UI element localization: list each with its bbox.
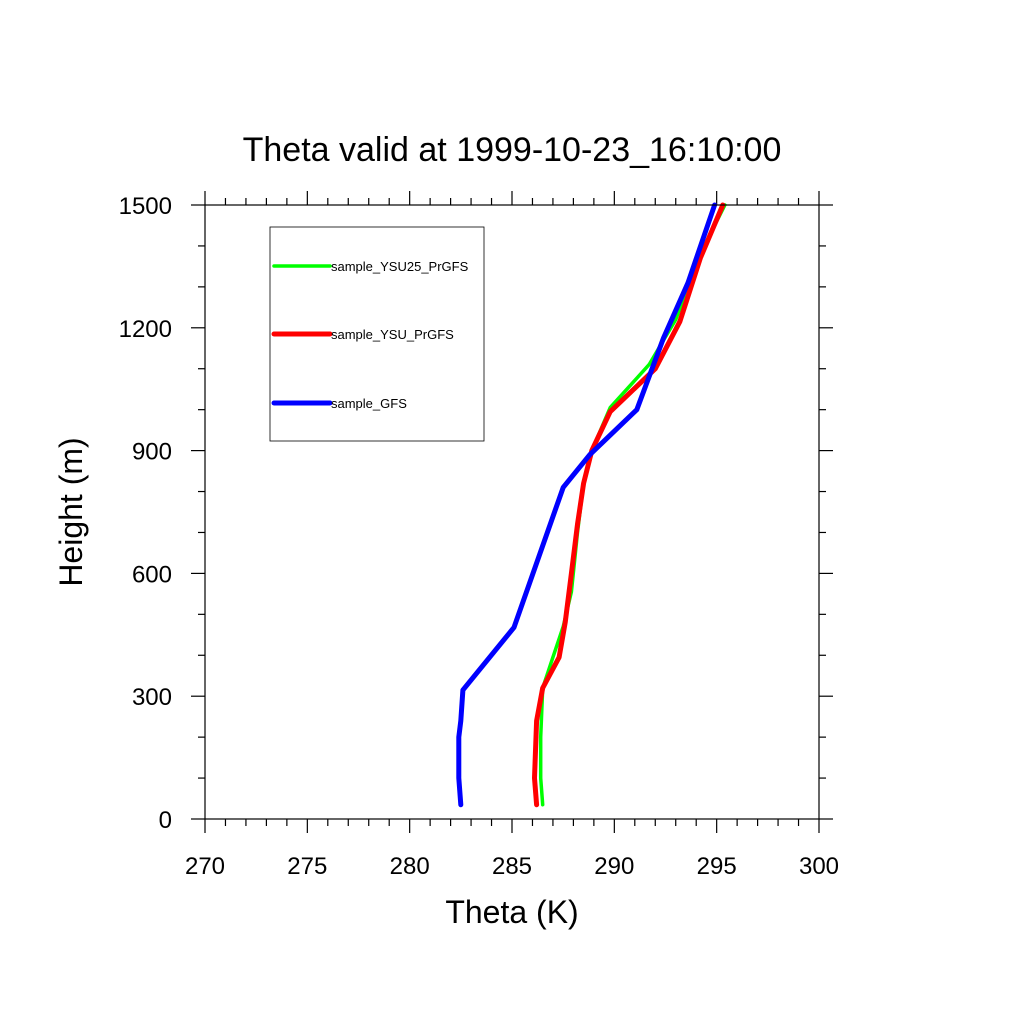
- x-axis-label: Theta (K): [445, 894, 578, 930]
- x-tick-label: 285: [492, 853, 532, 880]
- series-line-sample_GFS: [456, 202, 718, 808]
- y-tick-label: 1200: [119, 316, 172, 343]
- series-line-sample_YSU25_PrGFS: [538, 203, 727, 807]
- legend-label: sample_GFS: [331, 396, 407, 411]
- legend-items: sample_YSU25_PrGFS sample_YSU_PrGFSsample…: [271, 259, 469, 411]
- x-tick-label: 275: [287, 853, 327, 880]
- x-tick-label: 295: [697, 853, 737, 880]
- y-tick-label: 600: [132, 561, 172, 588]
- y-axis-label: Height (m): [53, 437, 89, 586]
- x-tick-label: 300: [799, 853, 839, 880]
- x-tick-label: 280: [390, 853, 430, 880]
- legend-label: sample_YSU25_PrGFS: [331, 259, 469, 274]
- legend: sample_YSU25_PrGFS sample_YSU_PrGFSsample…: [269, 226, 485, 442]
- chart-title: Theta valid at 1999-10-23_16:10:00: [243, 131, 782, 169]
- tick-labels: 270 275 280 285 290 295 300 0 300 600 900 1200 1500: [119, 193, 839, 880]
- y-tick-label: 0: [159, 807, 172, 834]
- x-tick-label: 270: [185, 853, 225, 880]
- y-tick-label: 300: [132, 684, 172, 711]
- legend-label: sample_YSU_PrGFS: [331, 327, 454, 342]
- axis-ticks: [191, 191, 833, 833]
- series-line-sample_YSU_PrGFS: [532, 202, 726, 808]
- plot-series: [456, 202, 727, 808]
- y-tick-label: 1500: [119, 193, 172, 220]
- plot-frame: [204, 204, 820, 820]
- y-tick-label: 900: [132, 439, 172, 466]
- x-tick-label: 290: [594, 853, 634, 880]
